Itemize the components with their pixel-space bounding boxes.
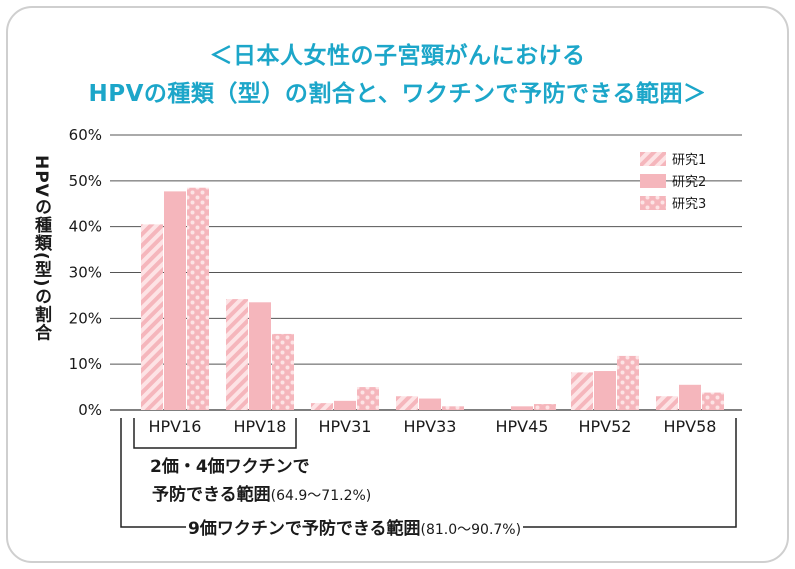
y-tick-label: 60% — [69, 126, 102, 144]
bar-hpv33-2 — [419, 398, 441, 410]
bar-hpv45-3 — [534, 404, 556, 410]
legend-label: 研究2 — [672, 175, 706, 190]
x-tick-label: HPV52 — [579, 417, 632, 436]
x-tick-label: HPV18 — [234, 417, 287, 436]
bar-hpv45-2 — [511, 406, 533, 410]
legend-swatch — [640, 196, 666, 210]
y-tick-label: 0% — [78, 401, 102, 419]
nonavalent-note: 9価ワクチンで予防できる範囲(81.0～90.7%) — [186, 514, 524, 539]
bar-hpv16-1 — [141, 224, 163, 410]
bar-hpv18-1 — [226, 299, 248, 410]
x-tick-label: HPV33 — [404, 417, 457, 436]
bar-hpv18-2 — [249, 302, 271, 410]
bivalent-note-line2: 予防できる範囲(64.9～71.2%) — [150, 480, 374, 505]
legend-swatch — [640, 152, 666, 166]
x-tick-label: HPV45 — [496, 417, 549, 436]
bar-hpv58-1 — [656, 396, 678, 410]
chart-frame — [6, 6, 789, 563]
bar-hpv52-3 — [617, 355, 639, 410]
x-tick-label: HPV31 — [319, 417, 372, 436]
bar-hpv31-1 — [311, 403, 333, 410]
y-tick-label: 50% — [69, 172, 102, 190]
legend-label: 研究3 — [672, 197, 706, 212]
bar-hpv16-2 — [164, 191, 186, 410]
chart-title-line1: ＜日本人女性の子宮頸がんにおける — [209, 43, 586, 69]
bar-hpv33-1 — [396, 396, 418, 410]
chart-title-line2: HPVの種類（型）の割合と、ワクチンで予防できる範囲＞ — [88, 81, 707, 107]
y-tick-label: 30% — [69, 264, 102, 282]
bar-hpv16-3 — [187, 187, 209, 410]
bar-hpv52-1 — [571, 372, 593, 410]
bar-hpv58-2 — [679, 384, 701, 410]
bivalent-bracket — [133, 418, 297, 449]
y-tick-label: 40% — [69, 218, 102, 236]
bar-hpv33-3 — [442, 406, 464, 410]
bar-hpv31-3 — [357, 387, 379, 410]
x-tick-label: HPV58 — [664, 417, 717, 436]
bar-hpv52-2 — [594, 371, 616, 410]
legend-label: 研究1 — [672, 153, 706, 168]
legend-swatch — [640, 174, 666, 188]
y-tick-label: 10% — [69, 355, 102, 373]
bar-hpv58-3 — [702, 392, 724, 410]
bar-hpv31-2 — [334, 400, 356, 410]
bivalent-note-line1: 2価・4価ワクチンで — [148, 452, 312, 477]
y-axis-label: HPVの種類(型)の割合 — [31, 155, 51, 342]
x-tick-label: HPV16 — [149, 417, 202, 436]
bar-hpv18-3 — [272, 333, 294, 410]
y-tick-label: 20% — [69, 309, 102, 327]
